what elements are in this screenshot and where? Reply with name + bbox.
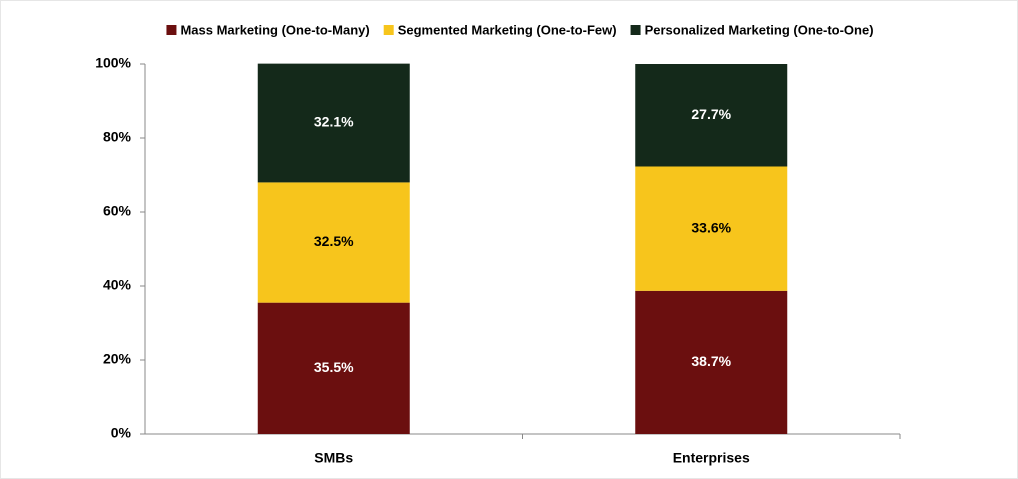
data-label: 27.7% [691, 106, 731, 122]
x-tick-label: SMBs [314, 450, 353, 466]
data-label: 33.6% [691, 219, 731, 235]
y-tick-label: 20% [103, 351, 132, 367]
y-tick-label: 100% [95, 55, 131, 71]
data-label: 35.5% [314, 359, 354, 375]
legend-swatch [383, 25, 394, 35]
bar-segment [635, 166, 788, 291]
legend-label: Mass Marketing (One-to-Many) [180, 22, 369, 37]
legend-label: Personalized Marketing (One-to-One) [645, 22, 874, 37]
data-label: 38.7% [691, 353, 731, 369]
bar-segment [635, 64, 788, 167]
y-tick-label: 80% [103, 129, 132, 145]
bar-segment [635, 290, 788, 434]
y-tick-label: 40% [103, 277, 132, 293]
bar-segment [257, 182, 410, 303]
data-label: 32.1% [314, 114, 354, 130]
x-tick-label: Enterprises [673, 450, 750, 466]
legend-swatch [166, 25, 177, 35]
legend-label: Segmented Marketing (One-to-Few) [398, 22, 617, 37]
legend-swatch [630, 25, 641, 35]
y-tick-label: 0% [111, 425, 132, 441]
y-tick-label: 60% [103, 203, 132, 219]
bar-segment [257, 302, 410, 434]
data-label: 32.5% [314, 233, 354, 249]
bar-segment [257, 63, 410, 183]
